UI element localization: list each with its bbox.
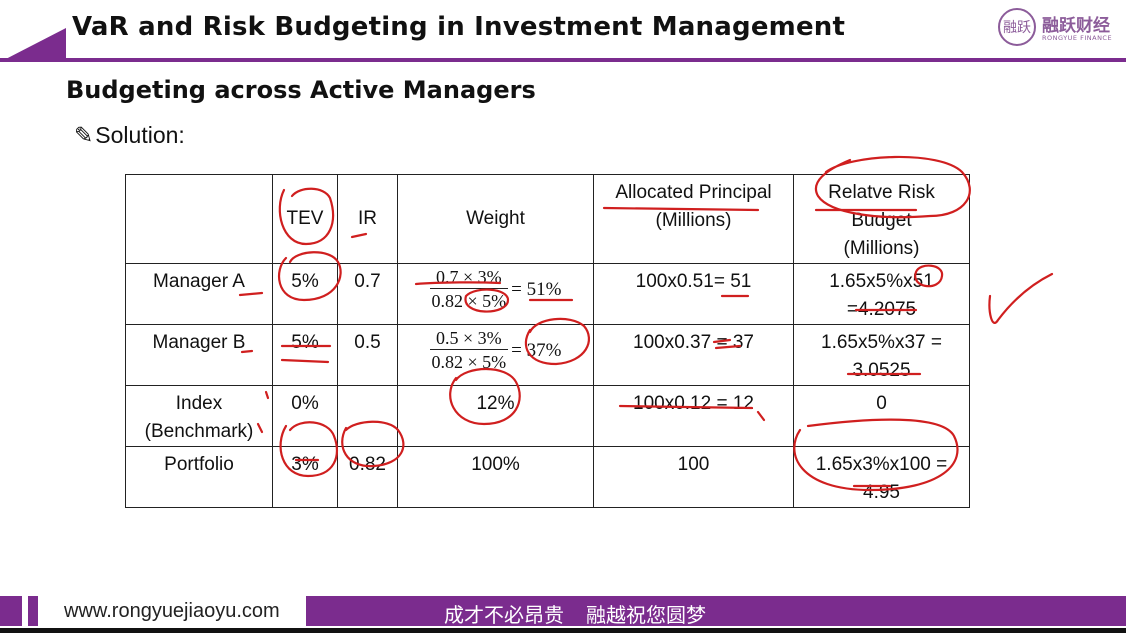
row-ir: 0.5 (337, 324, 398, 386)
brand-logo: 融跃 融跃财经 RONGYUE FINANCE (998, 8, 1118, 48)
header-cell-risk-budget: Relatve Risk Budget (Millions) (793, 174, 970, 264)
risk-line1: 1.65x3%x100 = (815, 454, 948, 475)
row-name-line2: (Benchmark) (144, 421, 254, 442)
risk-line2: 4.95 (863, 482, 900, 503)
header-risk-line1: Relatve Risk (828, 182, 935, 203)
risk-line2: 3.0525 (852, 360, 911, 381)
pen-icon: ✎ (74, 122, 94, 148)
weight-result: = 37% (511, 339, 562, 361)
risk-line1: 1.65x5%x37 = (821, 332, 942, 353)
weight-fraction: 0.5 × 3% 0.82 × 5% (429, 327, 509, 374)
logo-chinese-name: 融跃财经 (1042, 16, 1110, 36)
big-checkmark (988, 272, 1054, 324)
risk-line1: 1.65x5%x51 (829, 271, 934, 292)
solution-label: ✎Solution: (74, 122, 185, 149)
row-tev: 5% (272, 263, 338, 325)
solution-text: Solution: (95, 122, 185, 148)
header-principal-line1: Allocated Principal (615, 182, 772, 203)
header-cell-weight: Weight (397, 174, 594, 264)
row-tev: 0% (272, 385, 338, 447)
row-principal: 100x0.37 = 37 (593, 324, 794, 386)
footer-accent-block (0, 596, 22, 626)
bottom-edge-bar (0, 628, 1126, 633)
row-name: Manager A (125, 263, 273, 325)
risk-line2: =4.2075 (846, 299, 917, 320)
weight-fraction: 0.7 × 3% 0.82 × 5% (429, 266, 509, 313)
row-principal: 100 (593, 446, 794, 508)
header-principal-line2: (Millions) (655, 210, 732, 231)
risk-budget-table: TEV IR Weight Allocated Principal (Milli… (125, 174, 970, 508)
row-principal: 100x0.12 = 12 (593, 385, 794, 447)
table-header-row: TEV IR Weight Allocated Principal (Milli… (125, 174, 970, 264)
fraction-numerator: 0.5 × 3% (429, 327, 509, 350)
table-row: Manager B 5% 0.5 0.5 × 3% 0.82 × 5% = 37… (125, 324, 970, 386)
header-cell-ir: IR (337, 174, 398, 264)
footer-slogan-band (306, 596, 1126, 626)
header-accent-bar (0, 58, 1126, 62)
row-ir: 0.82 (337, 446, 398, 508)
table-row: Manager A 5% 0.7 0.7 × 3% 0.82 × 5% = 51… (125, 263, 970, 325)
section-subtitle: Budgeting across Active Managers (66, 76, 536, 104)
header-cell-tev: TEV (272, 174, 338, 264)
fraction-denominator: 0.82 × 5% (431, 352, 507, 372)
row-name: Portfolio (125, 446, 273, 508)
footer-accent-block-small (28, 596, 38, 626)
header-risk-line2: Budget (851, 210, 912, 231)
table-row: Portfolio 3% 0.82 100% 100 1.65x3%x100 =… (125, 446, 970, 508)
row-principal: 100x0.51= 51 (593, 263, 794, 325)
fraction-numerator: 0.7 × 3% (429, 266, 509, 289)
row-tev: 3% (272, 446, 338, 508)
row-weight: 0.7 × 3% 0.82 × 5% = 51% (397, 263, 594, 325)
header-risk-line3: (Millions) (843, 238, 920, 259)
header-accent-triangle (0, 28, 66, 62)
row-weight: 0.5 × 3% 0.82 × 5% = 37% (397, 324, 594, 386)
table-row: Index (Benchmark) 0% 12% 100x0.12 = 12 0 (125, 385, 970, 447)
slide-title: VaR and Risk Budgeting in Investment Man… (72, 12, 846, 42)
row-risk-budget: 1.65x3%x100 = 4.95 (793, 446, 970, 508)
row-risk-budget: 0 (793, 385, 970, 447)
row-weight: 12% (397, 385, 594, 447)
row-risk-budget: 1.65x5%x51 =4.2075 (793, 263, 970, 325)
weight-result: = 51% (511, 278, 562, 300)
fraction-denominator: 0.82 × 5% (431, 291, 507, 311)
header-cell-blank (125, 174, 273, 264)
slogan-part2: 融越祝您圆梦 (586, 603, 706, 627)
logo-english-name: RONGYUE FINANCE (1042, 34, 1113, 42)
row-tev: 5% (272, 324, 338, 386)
row-name: Index (Benchmark) (125, 385, 273, 447)
row-name-line1: Index (175, 393, 223, 414)
logo-seal-icon: 融跃 (998, 8, 1036, 46)
footer-slogan: 成才不必昂贵 融越祝您圆梦 (444, 599, 728, 628)
row-weight: 100% (397, 446, 594, 508)
row-ir (337, 385, 398, 447)
row-risk-budget: 1.65x5%x37 = 3.0525 (793, 324, 970, 386)
footer-website-url: www.rongyuejiaoyu.com (64, 600, 280, 622)
row-ir: 0.7 (337, 263, 398, 325)
row-name: Manager B (125, 324, 273, 386)
header-cell-allocated-principal: Allocated Principal (Millions) (593, 174, 794, 264)
slogan-part1: 成才不必昂贵 (444, 603, 564, 627)
